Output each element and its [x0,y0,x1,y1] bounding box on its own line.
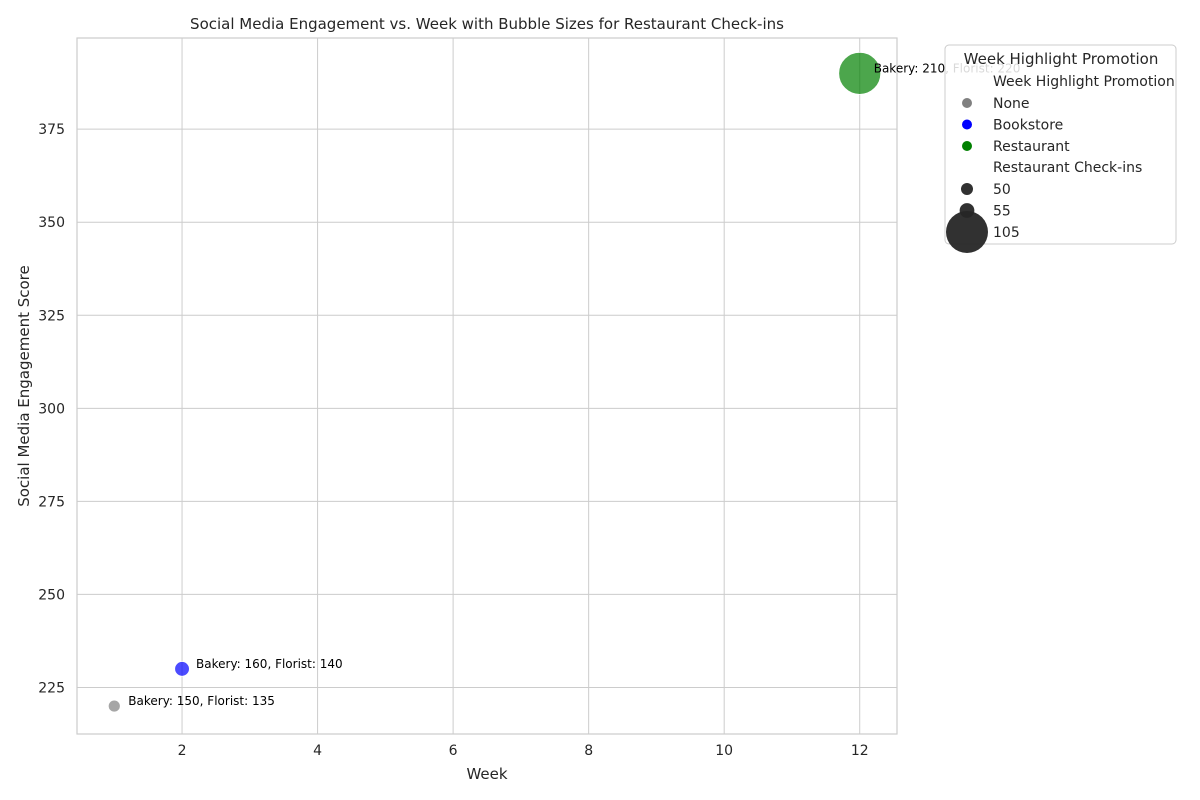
data-point-restaurant [838,51,882,95]
legend-marker-restaurant [962,141,972,151]
x-tick-label: 2 [178,743,187,759]
y-tick-label: 300 [38,401,65,417]
legend-label-restaurant: Restaurant [993,139,1070,155]
x-tick-label: 12 [851,743,869,759]
chart-title: Social Media Engagement vs. Week with Bu… [190,15,784,33]
y-tick-label: 225 [38,680,65,696]
point-annotation: Bakery: 150, Florist: 135 [128,694,275,708]
legend-marker-bookstore [962,119,972,130]
legend-hue-entries: None Bookstore Restaurant [962,96,1070,155]
x-tick-labels: 2 4 6 8 10 12 [178,743,869,759]
point-annotations: Bakery: 150, Florist: 135 Bakery: 160, Fl… [128,61,1020,708]
legend-size-entries: 50 55 105 [946,182,1020,253]
legend-size-label-105: 105 [993,225,1020,241]
grid-layer [77,38,897,734]
x-tick-label: 4 [313,743,322,759]
y-tick-label: 250 [38,587,65,603]
legend-size-subtitle: Restaurant Check-ins [993,160,1142,176]
legend-size-label-55: 55 [993,204,1011,220]
y-tick-label: 350 [38,215,65,231]
y-tick-labels: 225 250 275 300 325 350 375 [38,122,65,696]
data-points [107,51,882,713]
x-tick-label: 10 [715,743,733,759]
legend-hue-subtitle: Week Highlight Promotion [993,74,1175,90]
x-tick-label: 8 [584,743,593,759]
point-annotation: Bakery: 160, Florist: 140 [196,657,343,671]
legend-title: Week Highlight Promotion [964,50,1159,68]
plot-area-frame [76,37,898,735]
legend-marker-none [962,98,972,108]
legend-size-marker-50 [961,183,973,195]
y-tick-label: 375 [38,122,65,138]
legend-label-none: None [993,96,1030,112]
data-point-bookstore [174,661,190,677]
y-tick-label: 275 [38,494,65,510]
x-tick-label: 6 [449,743,458,759]
x-axis-label: Week [466,765,507,783]
y-axis-label: Social Media Engagement Score [15,265,33,507]
legend: Week Highlight Promotion Week Highlight … [944,44,1177,253]
legend-label-bookstore: Bookstore [993,118,1063,134]
legend-size-marker-105 [946,211,988,253]
y-tick-label: 325 [38,308,65,324]
legend-size-label-50: 50 [993,182,1011,198]
data-point-none [107,699,121,713]
legend-box [944,44,1177,245]
